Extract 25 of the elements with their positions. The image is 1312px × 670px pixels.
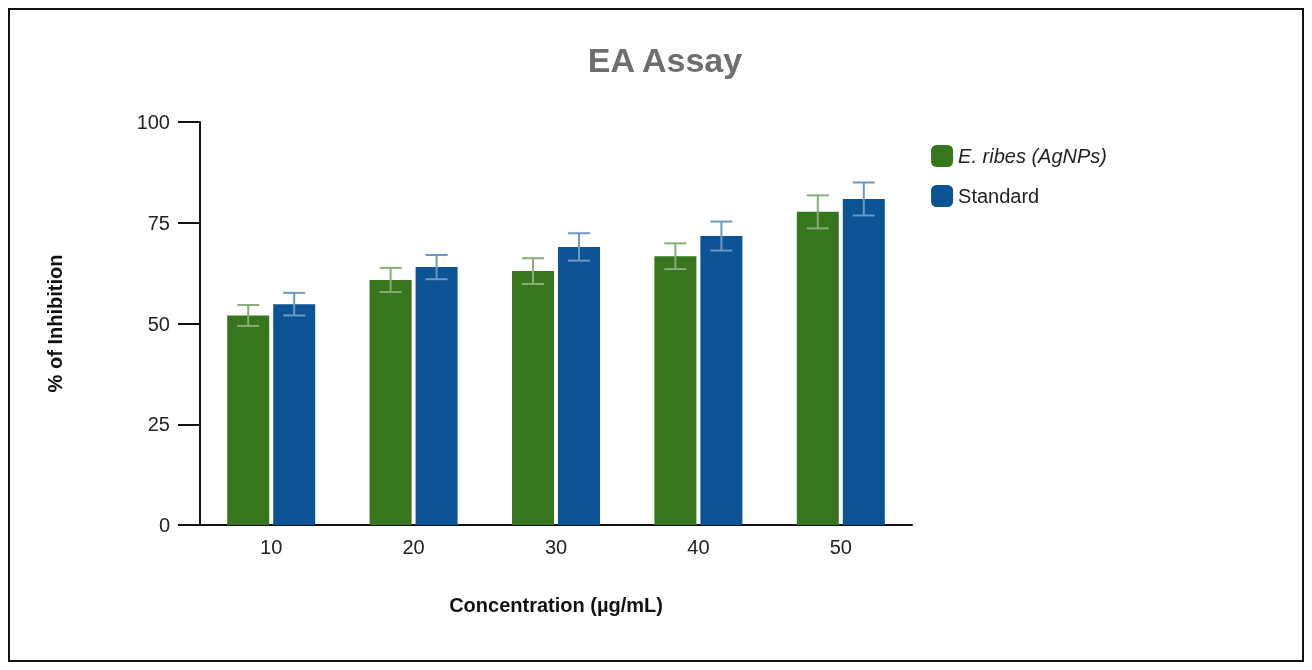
bar bbox=[654, 256, 697, 525]
x-tick-label: 50 bbox=[829, 536, 852, 558]
chart-title: EA Assay bbox=[587, 41, 743, 79]
x-tick-label: 10 bbox=[260, 536, 283, 558]
y-tick-label: 75 bbox=[147, 211, 170, 234]
legend-label: E. ribes (AgNPs) bbox=[958, 145, 1108, 167]
bar bbox=[369, 279, 412, 525]
bar bbox=[842, 198, 885, 525]
y-tick-label: 25 bbox=[147, 413, 170, 436]
y-tick-label: 0 bbox=[158, 514, 170, 536]
x-tick-label: 30 bbox=[544, 536, 568, 558]
y-tick-label: 50 bbox=[147, 312, 170, 335]
x-axis-title: Concentration (µg/mL) bbox=[449, 594, 663, 616]
bar bbox=[700, 236, 743, 525]
bar bbox=[273, 304, 316, 525]
bar bbox=[512, 271, 554, 525]
y-axis-title: % of Inhibition bbox=[44, 254, 66, 393]
bar bbox=[558, 246, 600, 525]
bar bbox=[796, 211, 839, 525]
x-tick-label: 40 bbox=[687, 536, 710, 558]
x-tick-label: 20 bbox=[402, 536, 425, 558]
bar bbox=[227, 315, 270, 525]
legend-label: Standard bbox=[958, 185, 1040, 207]
y-tick-label: 100 bbox=[136, 111, 170, 133]
bar bbox=[415, 267, 458, 525]
